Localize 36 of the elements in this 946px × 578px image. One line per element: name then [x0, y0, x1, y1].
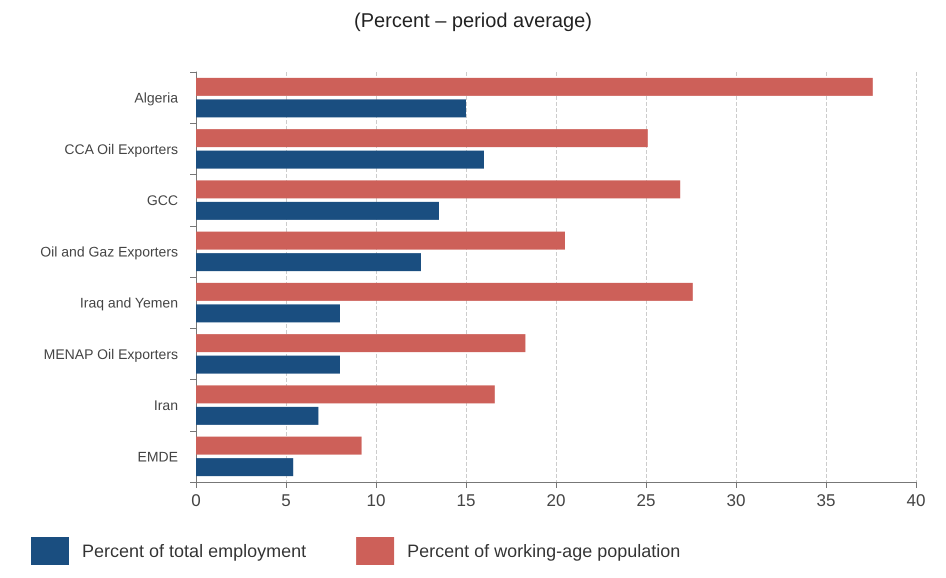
- y-tick-label: GCC: [146, 192, 178, 208]
- bar: [196, 202, 439, 220]
- bar: [196, 78, 873, 96]
- bar: [196, 99, 466, 118]
- bar: [196, 334, 526, 352]
- y-tick-label: MENAP Oil Exporters: [44, 346, 178, 362]
- x-tick-label: 30: [726, 491, 746, 510]
- bar: [196, 406, 318, 425]
- y-tick-label: EMDE: [138, 448, 178, 464]
- x-tick-label: 0: [191, 491, 201, 510]
- chart-subtitle: (Percent – period average): [354, 10, 592, 32]
- x-tick-label: 15: [456, 491, 476, 510]
- y-tick-label: Iraq and Yemen: [80, 294, 178, 311]
- bar: [196, 304, 340, 322]
- bar: [196, 129, 648, 148]
- x-tick-label: 40: [906, 491, 926, 510]
- bar: [196, 385, 495, 404]
- y-tick-label: Oil and Gaz Exporters: [40, 243, 178, 260]
- legend-label: Percent of working-age population: [407, 541, 680, 561]
- legend-label: Percent of total employment: [82, 541, 306, 561]
- x-tick-label: 5: [281, 491, 291, 510]
- x-tick-label: 25: [636, 491, 656, 510]
- x-tick-label: 20: [546, 491, 566, 510]
- bar: [196, 458, 294, 476]
- bar: [196, 356, 340, 374]
- y-tick-label: Algeria: [134, 90, 178, 106]
- x-tick-label: 10: [366, 491, 386, 510]
- bar: [196, 253, 421, 272]
- bar: [196, 180, 680, 198]
- bar: [196, 282, 693, 301]
- bar: [196, 436, 362, 455]
- y-tick-label: CCA Oil Exporters: [64, 140, 178, 157]
- bar: [196, 232, 565, 250]
- x-tick-label: 35: [816, 491, 836, 510]
- y-tick-label: Iran: [154, 397, 178, 414]
- bar: [196, 150, 484, 169]
